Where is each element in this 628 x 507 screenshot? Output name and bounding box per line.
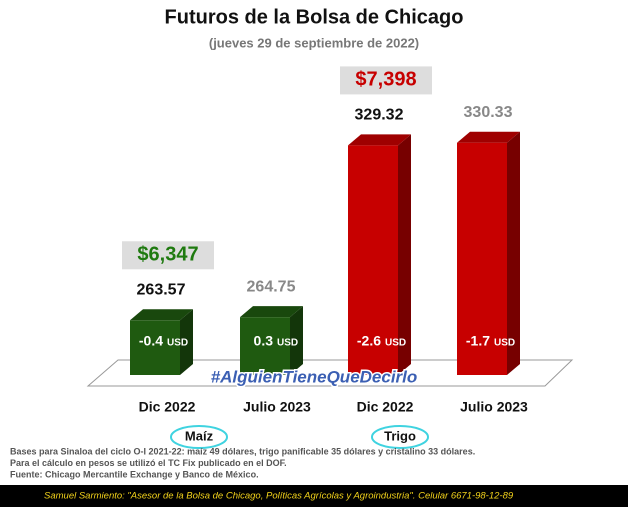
bar-top [130,309,193,321]
peso-label: $7,398 [355,69,416,91]
group-oval [371,425,429,449]
bar [240,317,290,375]
data-label: 330.33 [464,104,513,121]
bar-top [348,134,411,146]
bar [348,145,398,375]
note: Bases para Sinaloa del ciclo O-I 2021-22… [10,446,475,456]
data-label: 264.75 [247,278,296,295]
bar-top [457,131,520,143]
bar-side [180,309,193,375]
data-label: 329.32 [355,107,404,124]
peso-box [122,241,214,270]
x-tick-label: Dic 2022 [357,399,414,415]
change-label: -2.6 [357,333,381,349]
group-oval [170,425,228,449]
data-label: 263.57 [137,282,186,299]
bar-side [398,134,411,375]
group-label: Maíz [185,428,214,443]
note: Para el cálculo en pesos se utilizó el T… [10,458,287,468]
change-unit: USD [494,338,515,349]
change-label: 0.3 [254,333,274,349]
footer: Samuel Sarmiento: "Asesor de la Bolsa de… [44,491,514,502]
change-label: -1.7 [466,333,490,349]
chart-subtitle: (jueves 29 de septiembre de 2022) [209,35,419,50]
chart-title: Futuros de la Bolsa de Chicago [165,6,464,28]
group-label: Trigo [384,428,416,443]
bar-side [507,131,520,375]
bar [457,142,507,375]
footer-band [0,485,628,507]
change-label: -0.4 [139,333,163,349]
peso-label: $6,347 [137,244,198,266]
bar-top [240,306,303,318]
floor [86,359,574,387]
peso-box [340,66,432,95]
x-tick-label: Julio 2023 [460,399,528,415]
x-tick-label: Dic 2022 [139,399,196,415]
change-unit: USD [277,338,298,349]
bar-side [290,306,303,375]
note: Fuente: Chicago Mercantile Exchange y Ba… [10,469,259,479]
change-unit: USD [385,338,406,349]
bar [130,320,180,375]
hashtag: #AlguienTieneQueDecirlo [211,367,418,386]
x-tick-label: Julio 2023 [243,399,311,415]
change-unit: USD [167,338,188,349]
